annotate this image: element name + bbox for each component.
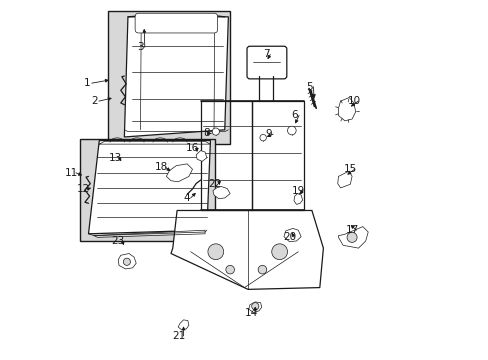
- Polygon shape: [118, 253, 136, 269]
- FancyBboxPatch shape: [80, 139, 215, 241]
- Text: 10: 10: [346, 96, 360, 106]
- Circle shape: [225, 265, 234, 274]
- Circle shape: [260, 134, 266, 141]
- FancyBboxPatch shape: [107, 12, 230, 144]
- Circle shape: [346, 232, 356, 242]
- FancyBboxPatch shape: [246, 46, 286, 79]
- Text: 6: 6: [291, 111, 297, 121]
- Text: 2: 2: [91, 96, 98, 106]
- Circle shape: [258, 265, 266, 274]
- Text: 12: 12: [76, 184, 90, 194]
- Text: 18: 18: [154, 162, 167, 172]
- Circle shape: [271, 244, 287, 260]
- Text: 20: 20: [283, 232, 296, 242]
- Text: 3: 3: [137, 42, 143, 52]
- Polygon shape: [166, 164, 192, 182]
- Text: 23: 23: [111, 236, 124, 246]
- Polygon shape: [338, 226, 367, 248]
- Text: 17: 17: [345, 225, 358, 235]
- Text: 14: 14: [244, 308, 258, 318]
- Text: 16: 16: [185, 143, 199, 153]
- Polygon shape: [284, 228, 301, 242]
- Text: 7: 7: [262, 49, 269, 59]
- Text: 9: 9: [265, 129, 272, 139]
- Text: 11: 11: [65, 168, 78, 178]
- Circle shape: [251, 303, 258, 310]
- Text: 5: 5: [305, 82, 312, 92]
- FancyBboxPatch shape: [135, 13, 217, 33]
- Polygon shape: [124, 17, 228, 137]
- Text: 19: 19: [291, 186, 305, 196]
- Circle shape: [287, 126, 296, 135]
- Circle shape: [212, 128, 219, 135]
- Polygon shape: [212, 186, 230, 199]
- Polygon shape: [338, 98, 355, 121]
- Text: 13: 13: [108, 153, 122, 163]
- Circle shape: [123, 258, 130, 265]
- Text: 8: 8: [203, 129, 209, 138]
- Polygon shape: [248, 302, 261, 313]
- Polygon shape: [293, 194, 302, 204]
- Circle shape: [207, 244, 223, 260]
- Text: 15: 15: [343, 164, 356, 174]
- Text: 1: 1: [84, 78, 91, 88]
- Text: 21: 21: [172, 331, 185, 341]
- Polygon shape: [171, 211, 323, 289]
- Text: 22: 22: [208, 179, 221, 189]
- Polygon shape: [88, 140, 210, 234]
- Text: 4: 4: [183, 193, 189, 203]
- Polygon shape: [337, 171, 351, 188]
- Polygon shape: [196, 150, 206, 161]
- Polygon shape: [178, 320, 188, 330]
